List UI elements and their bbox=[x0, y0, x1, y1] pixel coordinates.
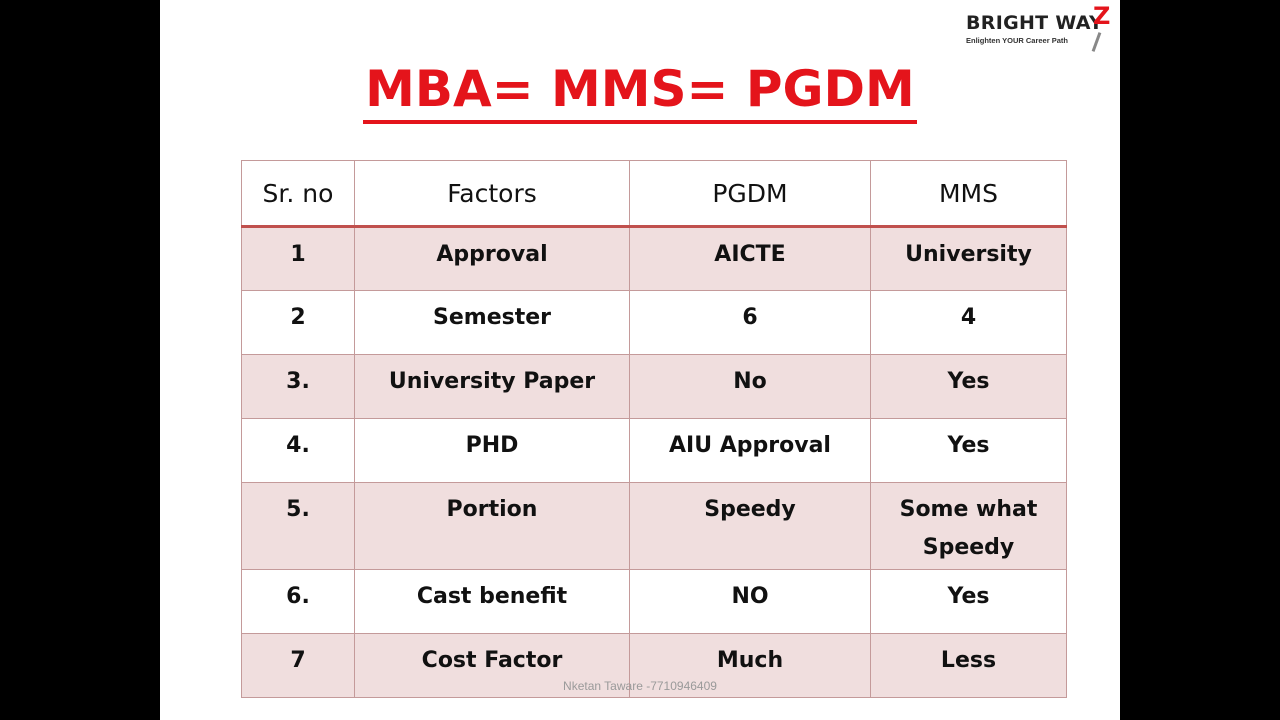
comparison-table: Sr. no Factors PGDM MMS 1 Approval AICTE… bbox=[241, 160, 1067, 698]
logo-brand-text: BRIGHT WAY bbox=[966, 12, 1104, 34]
cell-pgdm: AIU Approval bbox=[629, 418, 871, 483]
cell-pgdm: NO bbox=[629, 569, 871, 634]
cell-mms: Yes bbox=[870, 569, 1067, 634]
slide-title: MBA= MMS= PGDM bbox=[160, 58, 1120, 124]
table-row: 3. University Paper No Yes bbox=[241, 354, 1067, 419]
cell-mms: Some what Speedy bbox=[870, 482, 1067, 570]
logo-brand-accent: Z bbox=[1093, 2, 1111, 30]
cell-sr-no: 2 bbox=[241, 290, 355, 355]
cell-sr-no: 3. bbox=[241, 354, 355, 419]
slide: BRIGHT WAY Z Enlighten YOUR Career Path … bbox=[160, 0, 1120, 720]
cell-sr-no: 6. bbox=[241, 569, 355, 634]
header-factors: Factors bbox=[354, 160, 630, 228]
cell-sr-no: 5. bbox=[241, 482, 355, 570]
cell-mms: University bbox=[870, 226, 1067, 291]
cell-sr-no: 7 bbox=[241, 633, 355, 698]
cell-sr-no: 4. bbox=[241, 418, 355, 483]
cell-pgdm: 6 bbox=[629, 290, 871, 355]
header-pgdm: PGDM bbox=[629, 160, 871, 228]
watermark-text: Nketan Taware -7710946409 bbox=[563, 679, 717, 693]
table-header-row: Sr. no Factors PGDM MMS bbox=[241, 160, 1067, 228]
cell-mms: 4 bbox=[870, 290, 1067, 355]
table-row: 5. Portion Speedy Some what Speedy bbox=[241, 482, 1067, 570]
cell-factor: Semester bbox=[354, 290, 630, 355]
cell-factor: University Paper bbox=[354, 354, 630, 419]
slide-title-text: MBA= MMS= PGDM bbox=[363, 58, 917, 124]
table-row: 1 Approval AICTE University bbox=[241, 226, 1067, 291]
cell-factor: Portion bbox=[354, 482, 630, 570]
header-mms: MMS bbox=[870, 160, 1067, 228]
cell-factor: Cast benefit bbox=[354, 569, 630, 634]
cell-pgdm: Speedy bbox=[629, 482, 871, 570]
cell-sr-no: 1 bbox=[241, 226, 355, 291]
brand-logo: BRIGHT WAY Z Enlighten YOUR Career Path bbox=[956, 2, 1116, 52]
cell-mms: Less bbox=[870, 633, 1067, 698]
logo-tagline: Enlighten YOUR Career Path bbox=[966, 36, 1068, 45]
cell-pgdm: AICTE bbox=[629, 226, 871, 291]
table-row: 2 Semester 6 4 bbox=[241, 290, 1067, 355]
table-row: 4. PHD AIU Approval Yes bbox=[241, 418, 1067, 483]
table-row: 7 Cost Factor Much Less bbox=[241, 633, 1067, 698]
pen-icon bbox=[1091, 32, 1102, 52]
cell-mms: Yes bbox=[870, 418, 1067, 483]
cell-factor: PHD bbox=[354, 418, 630, 483]
cell-factor: Approval bbox=[354, 226, 630, 291]
cell-mms: Yes bbox=[870, 354, 1067, 419]
table-row: 6. Cast benefit NO Yes bbox=[241, 569, 1067, 634]
cell-pgdm: No bbox=[629, 354, 871, 419]
header-sr-no: Sr. no bbox=[241, 160, 355, 228]
